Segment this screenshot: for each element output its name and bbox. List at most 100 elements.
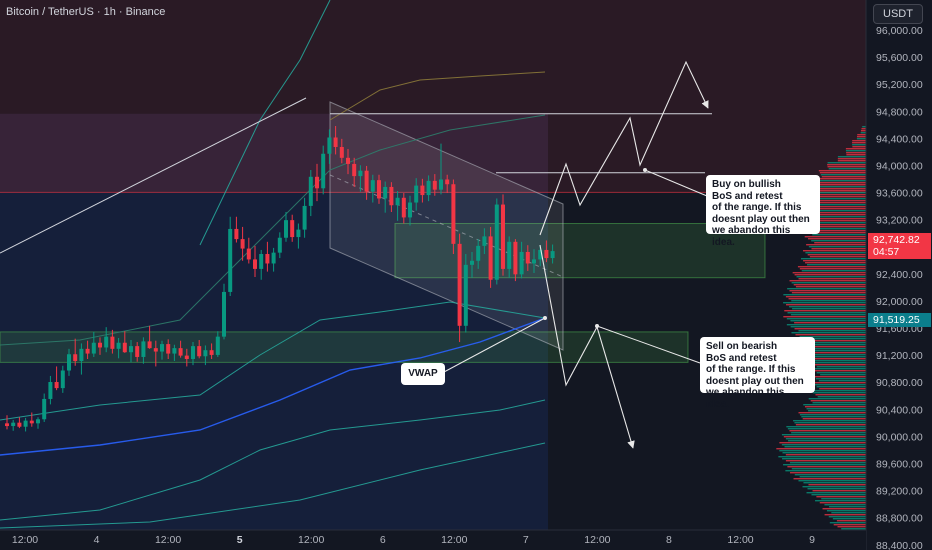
- volume-profile-bar: [837, 158, 866, 160]
- volume-profile-bar: [821, 498, 866, 500]
- candle-body: [364, 170, 369, 192]
- volume-profile-bar: [837, 156, 866, 158]
- volume-profile-bar: [820, 174, 866, 176]
- band-upper-1: [0, 114, 546, 346]
- volume-profile-bar: [789, 462, 866, 464]
- candle-body: [147, 341, 152, 349]
- volume-profile-bar: [819, 172, 866, 174]
- volume-profile-bar: [833, 524, 866, 526]
- currency-selector-button[interactable]: USDT: [873, 4, 923, 24]
- volume-profile-bar: [806, 264, 866, 266]
- bar-countdown: 04:57: [873, 246, 900, 258]
- candle-body: [222, 291, 226, 337]
- candle-body: [339, 146, 344, 158]
- time-tick-label: 12:00: [12, 534, 38, 546]
- volume-profile-bar: [831, 512, 866, 514]
- candle-body: [135, 346, 140, 357]
- volume-profile-bar: [793, 478, 866, 480]
- volume-profile-bar: [798, 202, 866, 204]
- volume-profile-bar: [798, 330, 866, 332]
- volume-profile-bar: [805, 230, 866, 232]
- volume-profile-bar: [836, 520, 866, 522]
- candle-body: [451, 184, 456, 244]
- volume-profile-bar: [808, 226, 866, 228]
- volume-profile-bar: [788, 298, 866, 300]
- volume-profile-bar: [799, 194, 866, 196]
- volume-profile-bar: [802, 418, 866, 420]
- volume-profile-bar: [779, 442, 866, 444]
- volume-profile-bar: [781, 444, 866, 446]
- volume-profile-bar: [789, 430, 866, 432]
- candle-body: [296, 229, 301, 238]
- vwap-label[interactable]: VWAP: [401, 363, 445, 385]
- candle-body: [482, 236, 487, 246]
- price-tick-label: 91,200.00: [876, 350, 923, 362]
- candle-body: [67, 354, 71, 371]
- volume-profile-bar: [827, 162, 866, 164]
- bearish-projection-path[interactable]: [539, 244, 635, 449]
- price-tick-label: 94,400.00: [876, 133, 923, 145]
- candle-body: [346, 157, 350, 164]
- volume-profile-bar: [799, 476, 866, 478]
- candle-body: [122, 342, 127, 353]
- volume-profile-bar: [789, 290, 866, 292]
- candle-body: [141, 341, 146, 357]
- descending-channel[interactable]: [329, 101, 564, 351]
- volume-profile-bar: [792, 308, 866, 310]
- candle-body: [42, 398, 47, 420]
- candle-body: [116, 342, 121, 349]
- volume-profile-bar: [818, 170, 866, 172]
- volume-profile-bar: [803, 260, 866, 262]
- volume-profile-bar: [785, 470, 866, 472]
- candle-body: [259, 254, 264, 269]
- time-tick-label: 8: [666, 534, 672, 546]
- price-tick-label: 90,000.00: [876, 431, 923, 443]
- candle-body: [519, 251, 524, 275]
- range-box-lower[interactable]: [0, 331, 689, 363]
- volume-profile-bar: [790, 320, 866, 322]
- volume-profile-bar: [794, 322, 866, 324]
- time-axis-background: [0, 530, 866, 550]
- volume-profile-bar: [791, 282, 866, 284]
- volume-profile-bar: [812, 376, 866, 378]
- candle-body: [228, 228, 233, 292]
- price-tick-label: 95,600.00: [876, 52, 923, 64]
- volume-profile-bar: [791, 292, 866, 294]
- volume-profile-bar: [808, 362, 866, 364]
- candle-body: [215, 336, 220, 355]
- volume-profile-bar: [805, 252, 866, 254]
- candle-body: [54, 382, 59, 389]
- volume-profile-bar: [795, 200, 866, 202]
- volume-profile-bar: [791, 300, 866, 302]
- volume-profile-bar: [789, 280, 866, 282]
- trend-line[interactable]: [0, 97, 307, 254]
- volume-profile-bar: [786, 318, 866, 320]
- candle-body: [160, 344, 164, 352]
- sell-note[interactable]: Sell on bearish BoS and retest of the ra…: [700, 337, 815, 410]
- candle-body: [191, 346, 195, 359]
- range-box-upper[interactable]: [394, 223, 766, 279]
- volume-profile-bar: [828, 516, 866, 518]
- volume-profile-bar: [782, 458, 866, 460]
- price-tick-label: 90,800.00: [876, 377, 923, 389]
- volume-profile-bar: [816, 366, 866, 368]
- volume-profile-bar: [822, 508, 866, 510]
- volume-profile-bar: [803, 404, 866, 406]
- candle-body: [253, 259, 257, 269]
- volume-profile-bar: [860, 132, 866, 134]
- price-tick-label: 90,400.00: [876, 404, 923, 416]
- volume-profile-bar: [807, 488, 866, 490]
- volume-profile-bar: [794, 274, 866, 276]
- bullish-projection-path[interactable]: [539, 60, 709, 236]
- volume-profile-bar: [861, 128, 866, 130]
- candle-body: [308, 176, 313, 206]
- candle-body: [129, 346, 133, 353]
- candle-body: [408, 202, 412, 218]
- candle-body: [209, 350, 214, 355]
- buy-note[interactable]: Buy on bullish BoS and retest of the ran…: [706, 175, 820, 248]
- candle-body: [172, 348, 177, 354]
- volume-profile-bar: [862, 126, 866, 128]
- candle-body: [104, 336, 109, 348]
- volume-profile-bar: [797, 266, 866, 268]
